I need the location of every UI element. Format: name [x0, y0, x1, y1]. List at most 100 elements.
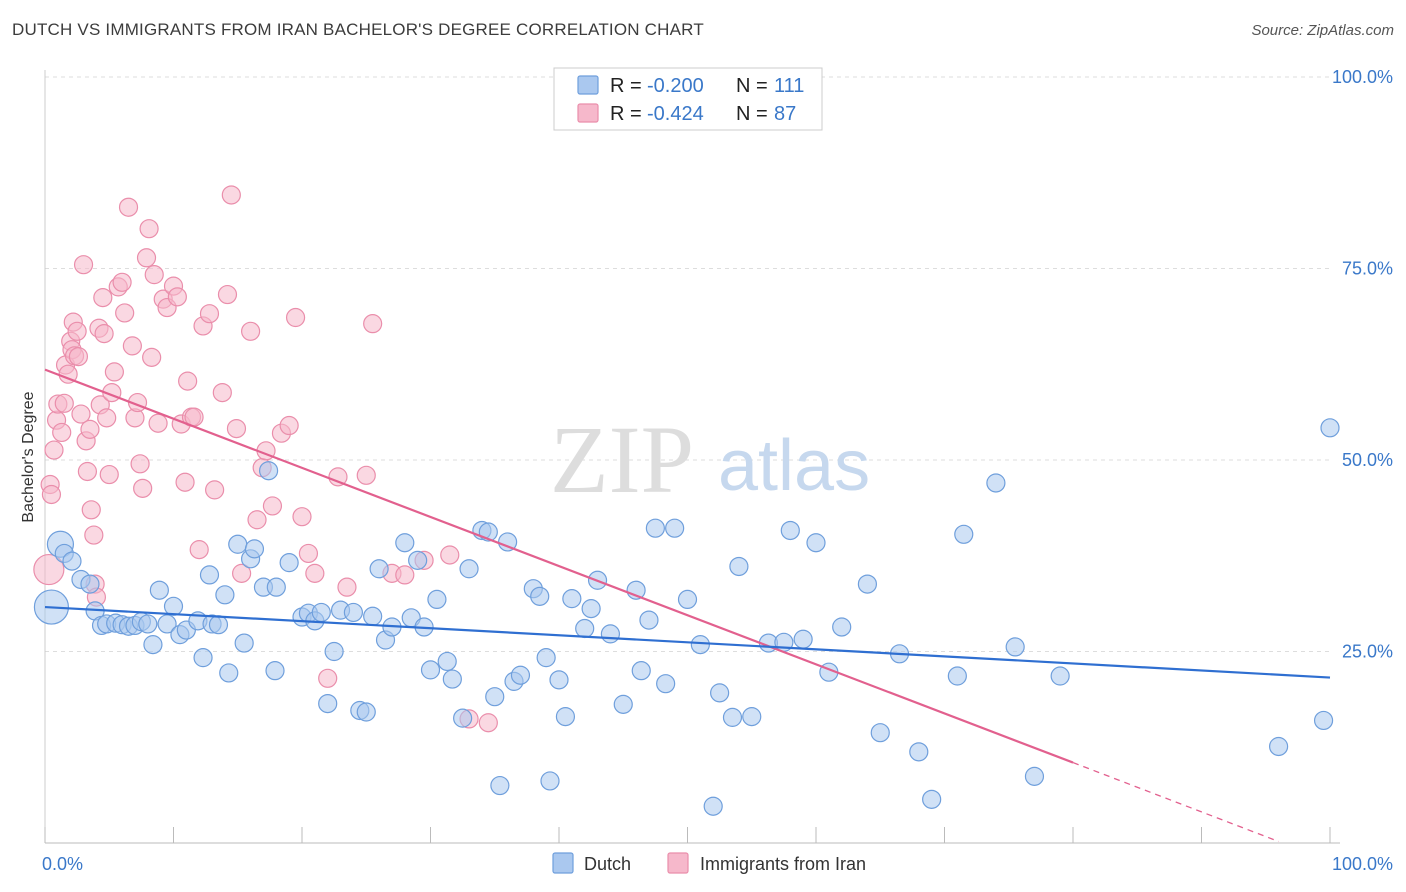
dutch-point — [228, 534, 248, 554]
dutch-point — [1050, 666, 1070, 686]
dutch-point — [690, 635, 710, 655]
dutch-point — [143, 635, 163, 655]
dutch-point — [265, 661, 285, 681]
dutch-point — [631, 661, 651, 681]
iran-point — [142, 347, 162, 367]
y-axis-label: Bachelor's Degree — [20, 391, 37, 522]
iran-point — [73, 255, 94, 275]
dutch-point — [318, 693, 338, 714]
iran-points — [33, 185, 498, 733]
watermark-atlas: atlas — [718, 426, 870, 506]
iran-point — [285, 307, 306, 328]
iran-point — [221, 185, 241, 205]
iran-point — [363, 314, 383, 334]
stats-r-label-iran: R = — [610, 103, 642, 125]
dutch-point — [665, 518, 685, 538]
dutch-point — [600, 624, 621, 644]
dutch-point — [149, 580, 169, 600]
iran-point — [440, 545, 460, 565]
dutch-point — [442, 669, 462, 689]
iran-point — [356, 465, 376, 485]
chart-title: DUTCH VS IMMIGRANTS FROM IRAN BACHELOR'S… — [12, 20, 704, 39]
iran-point — [44, 440, 64, 460]
stats-r-label-dutch: R = — [610, 75, 642, 97]
y-tick-labels: 25.0% 50.0% 75.0% 100.0% — [1332, 67, 1393, 662]
stats-n-label-iran: N = — [736, 103, 768, 125]
dutch-point — [437, 651, 457, 672]
dutch-point — [555, 707, 576, 727]
stats-r-value-iran: -0.424 — [647, 103, 704, 125]
dutch-point — [613, 694, 633, 714]
dutch-point — [1268, 736, 1289, 757]
iran-point — [318, 668, 338, 688]
x-axis-ticks — [44, 827, 1331, 843]
dutch-point — [279, 553, 299, 573]
iran-point — [112, 272, 132, 292]
dutch-point — [459, 559, 479, 579]
iran-point — [122, 336, 142, 356]
dutch-trend-line — [44, 605, 1331, 679]
stats-n-value-dutch: 111 — [774, 75, 804, 97]
dutch-point — [722, 707, 743, 727]
iran-trend-line — [44, 368, 1074, 764]
dutch-point — [408, 550, 428, 570]
y-tick-label-50: 50.0% — [1342, 450, 1393, 470]
dutch-point — [742, 707, 762, 727]
iran-point — [84, 525, 104, 545]
dutch-point — [510, 665, 531, 685]
dutch-point — [234, 633, 254, 653]
stats-swatch-dutch — [577, 75, 599, 95]
dutch-point — [163, 596, 184, 616]
dutch-point — [677, 589, 698, 610]
iran-point — [41, 484, 62, 505]
iran-point — [99, 464, 119, 485]
dutch-point — [710, 683, 730, 703]
iran-point — [241, 321, 261, 341]
dutch-point — [1005, 637, 1025, 657]
iran-point — [217, 284, 238, 305]
dutch-point — [703, 796, 723, 816]
dutch-point — [530, 586, 550, 606]
dutch-point — [356, 702, 376, 722]
dutch-point — [729, 556, 749, 577]
iran-point — [199, 304, 220, 324]
iran-point — [93, 288, 113, 308]
dutch-point — [549, 670, 569, 690]
iran-point — [262, 496, 283, 516]
dutch-point — [490, 775, 510, 796]
iran-point — [80, 419, 100, 439]
dutch-point — [219, 663, 239, 683]
iran-trend-extension — [1072, 761, 1279, 843]
iran-point — [298, 543, 319, 564]
iran-point — [226, 418, 247, 439]
iran-point — [148, 413, 168, 433]
stats-swatch-iran — [577, 103, 599, 123]
iran-point — [33, 553, 65, 586]
iran-point — [144, 265, 164, 285]
iran-point — [71, 404, 91, 424]
stats-r-value-dutch: -0.200 — [647, 75, 704, 97]
y-tick-label-100: 100.0% — [1332, 67, 1393, 87]
iran-point — [54, 393, 74, 413]
dutch-point — [453, 708, 473, 728]
dutch-point — [266, 577, 286, 597]
y-tick-label-25: 25.0% — [1342, 642, 1393, 662]
dutch-point — [870, 723, 890, 743]
dutch-point — [780, 520, 800, 541]
chart-source: Source: ZipAtlas.com — [1251, 22, 1394, 39]
dutch-point — [420, 660, 441, 680]
iran-point — [247, 510, 267, 530]
y-tick-label-75: 75.0% — [1342, 259, 1393, 279]
iran-point — [67, 321, 87, 341]
dutch-point — [244, 539, 265, 559]
dutch-point — [485, 687, 505, 707]
dutch-point — [343, 602, 363, 623]
legend-swatch-iran — [667, 852, 689, 874]
stats-box-frame — [553, 67, 823, 131]
dutch-point — [1320, 418, 1340, 438]
dutch-point — [208, 615, 229, 635]
dutch-point — [832, 617, 852, 637]
iran-point — [115, 303, 135, 323]
dutch-point — [157, 614, 177, 634]
